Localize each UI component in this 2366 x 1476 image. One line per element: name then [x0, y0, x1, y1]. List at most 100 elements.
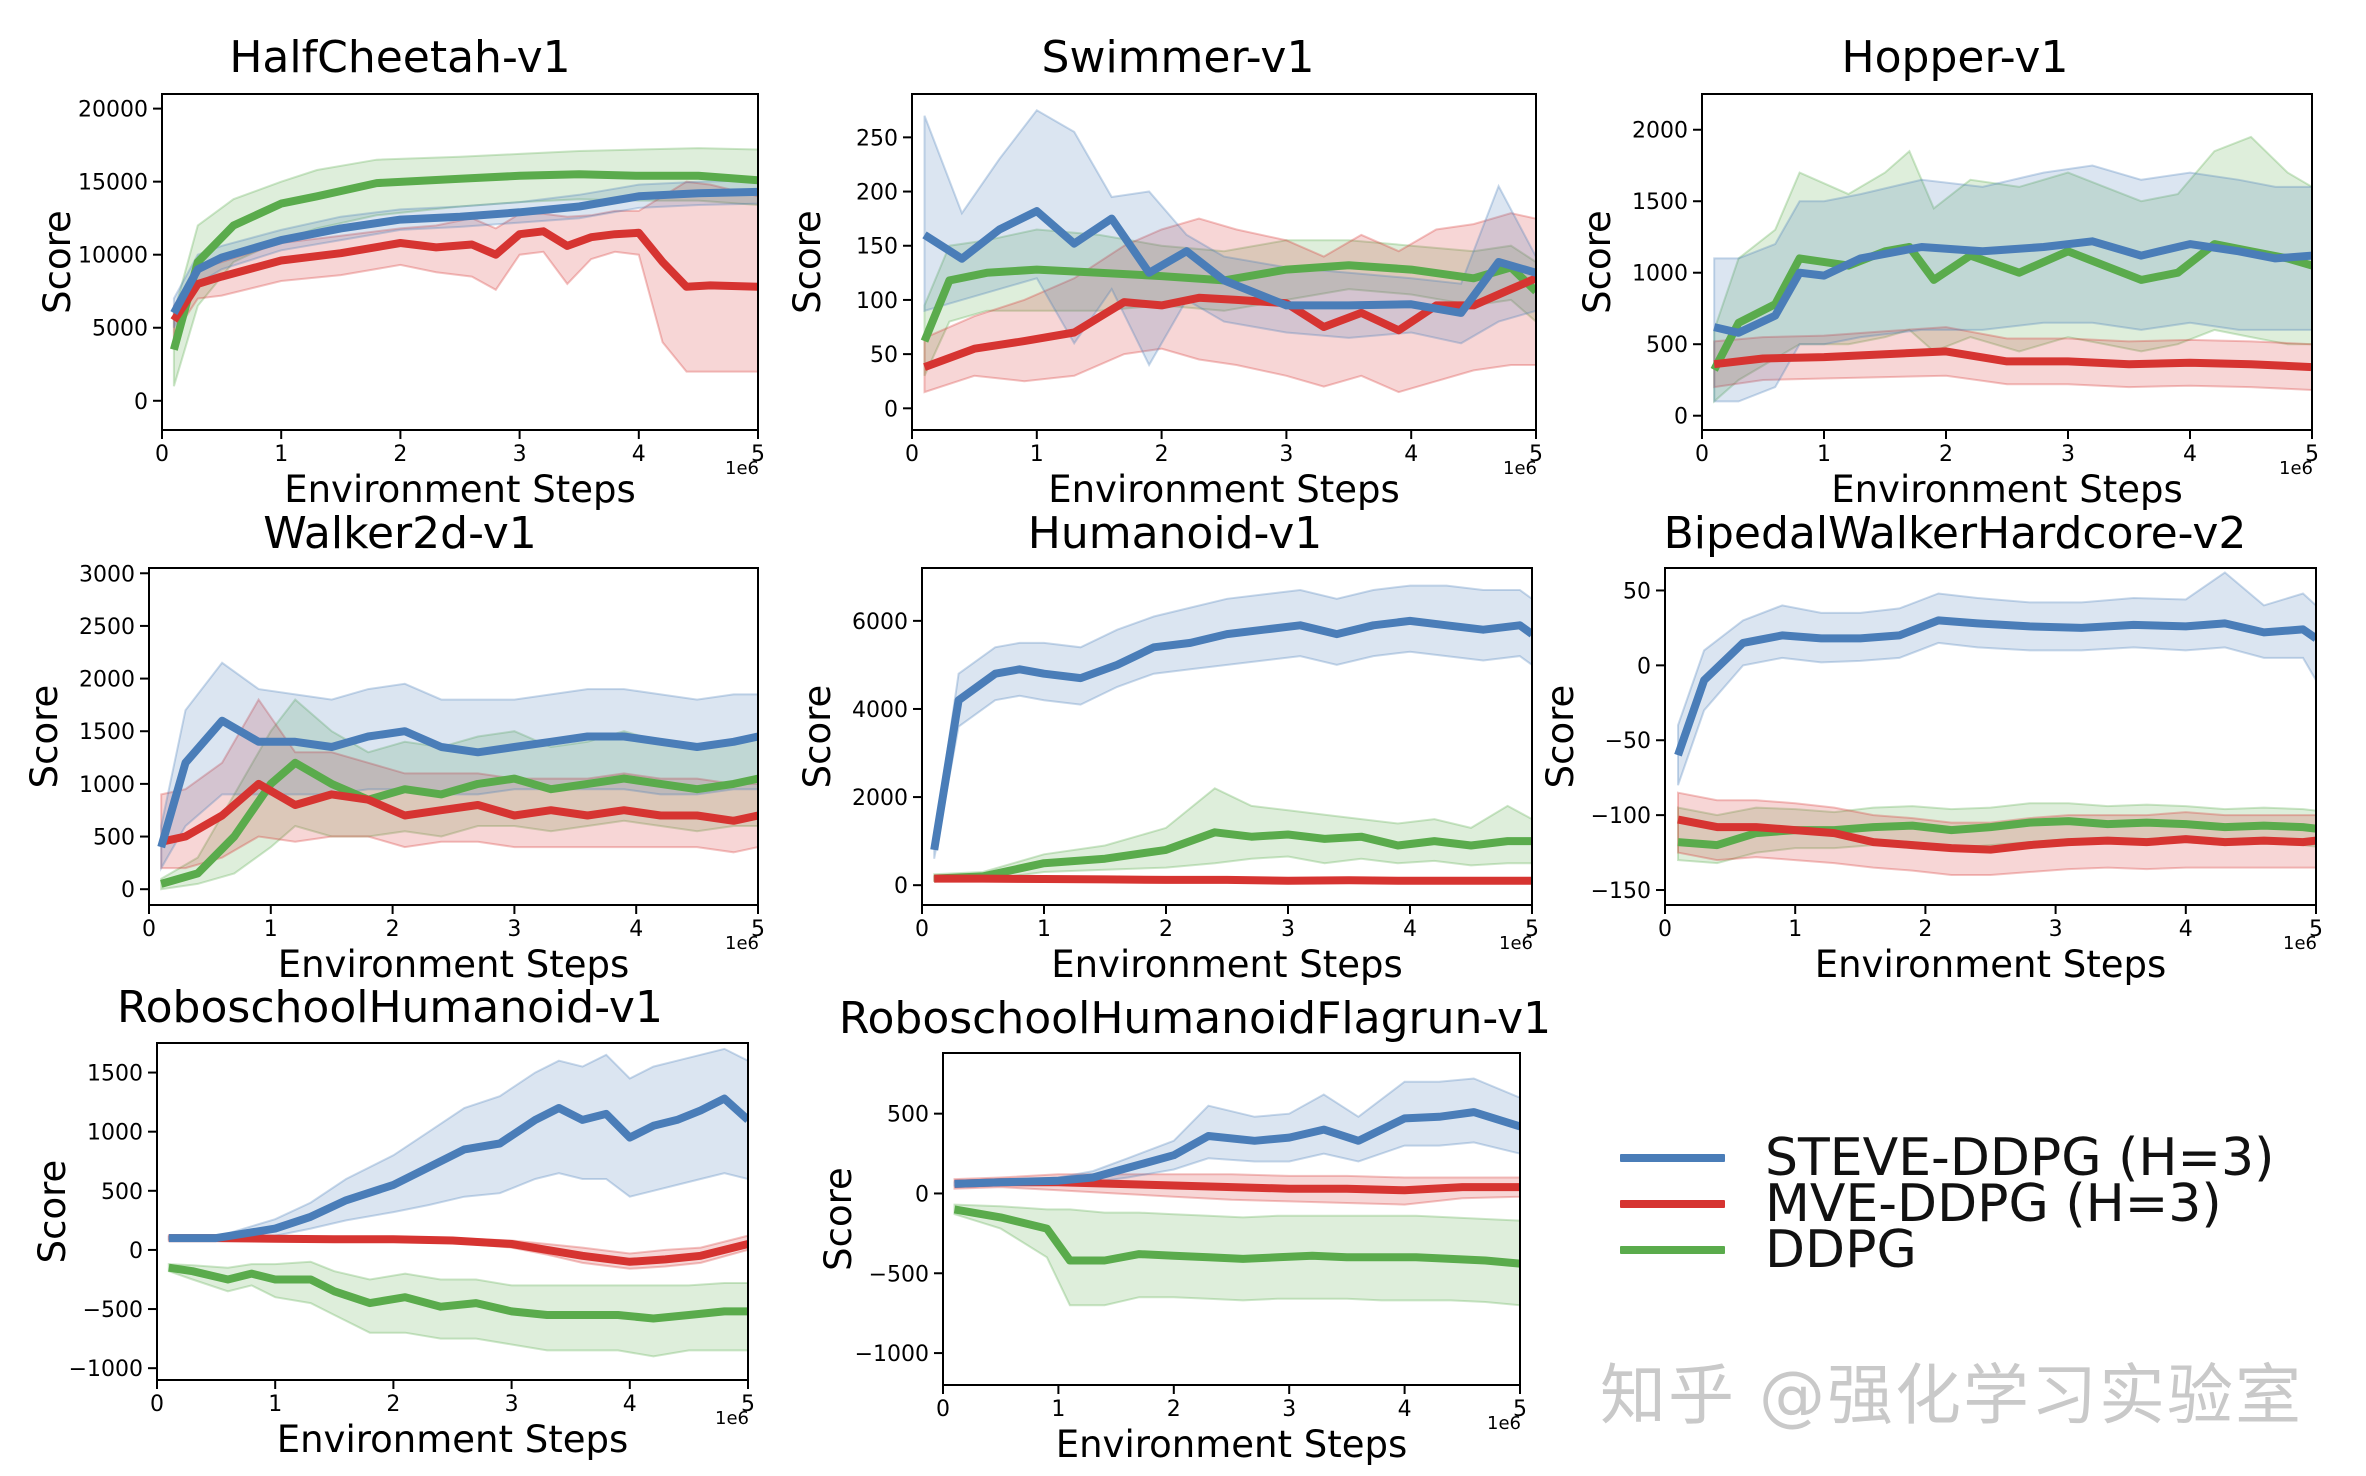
legend-label-mve: MVE-DDPG (H=3): [1765, 1174, 2222, 1234]
plot-frame: [1664, 567, 2317, 906]
chart-panel-7: 0 1 2 3 4 5 −1000 −500 0 500 1e6 Environment Steps S…: [817, 993, 1551, 1466]
x-multiplier-label: 1e6: [2283, 933, 2317, 954]
plot-area: [920, 108, 1536, 394]
plot-area: [170, 147, 758, 387]
x-tick-label: 1: [1817, 442, 1831, 467]
x-tick-label: 3: [2049, 917, 2063, 942]
series-line-steve: [168, 1094, 748, 1243]
chart-panel-0: 0 1 2 3 4 5 0 5000 10000 15000 20000 1e6 Environment…: [36, 32, 765, 511]
x-tick-label: 0: [150, 1392, 164, 1417]
x-tick-label: 4: [629, 917, 643, 942]
x-tick-label: 2: [1918, 917, 1932, 942]
x-tick-label: 1: [274, 442, 288, 467]
x-tick-label: 0: [155, 442, 169, 467]
series-line-steve: [930, 616, 1532, 851]
x-tick-label: 1: [268, 1392, 282, 1417]
x-tick-label: 4: [632, 442, 646, 467]
y-tick-label: 0: [915, 1182, 929, 1207]
x-tick-label: 5: [2305, 442, 2319, 467]
confidence-band-ddpg: [167, 1260, 748, 1358]
x-tick-label: 0: [905, 442, 919, 467]
x-axis-label: Environment Steps: [1815, 943, 2167, 986]
x-tick-label: 5: [1525, 917, 1539, 942]
plot-area: [167, 1047, 748, 1358]
x-axis-label: Environment Steps: [278, 943, 630, 986]
y-axis-label: Score: [817, 1167, 860, 1271]
x-tick-label: 2: [1167, 1397, 1181, 1422]
y-tick-label: 20000: [78, 98, 148, 123]
x-tick-label: 1: [1051, 1397, 1065, 1422]
series-line-mve: [168, 1234, 748, 1266]
y-tick-label: 6000: [852, 610, 908, 635]
legend: STEVE-DDPG (H=3) MVE-DDPG (H=3) DDPG: [1620, 1128, 2340, 1305]
x-tick-label: 5: [2309, 917, 2323, 942]
plot-area: [157, 661, 758, 891]
y-tick-label: 500: [1646, 333, 1688, 358]
series-line-mve: [1713, 347, 2312, 372]
x-tick-label: 4: [2183, 442, 2197, 467]
plot-frame: [921, 567, 1533, 906]
confidence-band-mve: [160, 697, 758, 870]
y-axis-label: Score: [786, 210, 829, 314]
x-tick-label: 5: [741, 1392, 755, 1417]
chart-title: Swimmer-v1: [1042, 32, 1315, 83]
y-axis-label: Score: [1576, 210, 1619, 314]
x-tick-label: 2: [1155, 442, 1169, 467]
y-tick-label: 0: [884, 397, 898, 422]
watermark: 知乎 @强化学习实验室: [1600, 1357, 2303, 1434]
y-tick-label: 2000: [1632, 119, 1688, 144]
series-line-steve: [1674, 616, 2316, 757]
y-tick-label: 500: [93, 826, 135, 851]
y-tick-label: −500: [869, 1262, 929, 1287]
y-tick-label: 1500: [87, 1062, 143, 1087]
y-tick-label: 150: [856, 235, 898, 260]
y-axis-label: Score: [1539, 685, 1582, 789]
series-line-ddpg: [934, 828, 1532, 883]
x-tick-label: 4: [2179, 917, 2193, 942]
y-tick-label: 0: [121, 878, 135, 903]
plot-area: [930, 584, 1532, 885]
legend-label-steve: STEVE-DDPG (H=3): [1765, 1128, 2275, 1188]
y-tick-label: 250: [856, 126, 898, 151]
y-tick-label: 1000: [1632, 262, 1688, 287]
x-multiplier-label: 1e6: [715, 1408, 749, 1429]
x-multiplier-label: 1e6: [1499, 933, 1533, 954]
x-multiplier-label: 1e6: [1487, 1413, 1521, 1434]
series-line-steve: [922, 207, 1536, 317]
y-tick-label: 50: [1623, 579, 1651, 604]
y-axis-label: Score: [31, 1160, 74, 1264]
y-axis-label: Score: [36, 210, 79, 314]
plot-frame: [161, 93, 759, 431]
plot-area: [1710, 135, 2312, 404]
x-tick-label: 3: [1279, 442, 1293, 467]
chart-title: Humanoid-v1: [1028, 508, 1323, 559]
chart-panel-5: 0 1 2 3 4 5 −150 −100 −50 0 50 1e6 Environment Steps…: [1539, 508, 2323, 986]
x-tick-label: 0: [1695, 442, 1709, 467]
plot-frame: [148, 567, 759, 906]
y-tick-label: 2000: [852, 786, 908, 811]
x-multiplier-label: 1e6: [2279, 458, 2313, 479]
chart-panel-6: 0 1 2 3 4 5 −1000 −500 0 500 1000 1500 1e6 Environmen…: [31, 982, 755, 1461]
series-line-ddpg: [168, 1263, 748, 1323]
x-tick-label: 3: [1281, 917, 1295, 942]
x-tick-label: 4: [1403, 917, 1417, 942]
x-tick-label: 3: [507, 917, 521, 942]
x-tick-label: 3: [513, 442, 527, 467]
y-tick-label: 1000: [79, 773, 135, 798]
plot-frame: [911, 93, 1537, 431]
y-tick-label: 3000: [79, 562, 135, 587]
x-axis-label: Environment Steps: [277, 1418, 629, 1461]
x-tick-label: 0: [915, 917, 929, 942]
x-tick-label: 3: [2061, 442, 2075, 467]
legend-swatch-mve: [1620, 1200, 1725, 1208]
x-tick-label: 0: [1658, 917, 1672, 942]
x-tick-label: 1: [1030, 442, 1044, 467]
chart-title: Hopper-v1: [1842, 32, 2069, 83]
series-line-mve: [934, 874, 1532, 885]
plot-area: [1674, 571, 2316, 876]
series-line-ddpg: [170, 170, 758, 351]
x-tick-label: 0: [936, 1397, 950, 1422]
x-tick-label: 4: [1398, 1397, 1412, 1422]
